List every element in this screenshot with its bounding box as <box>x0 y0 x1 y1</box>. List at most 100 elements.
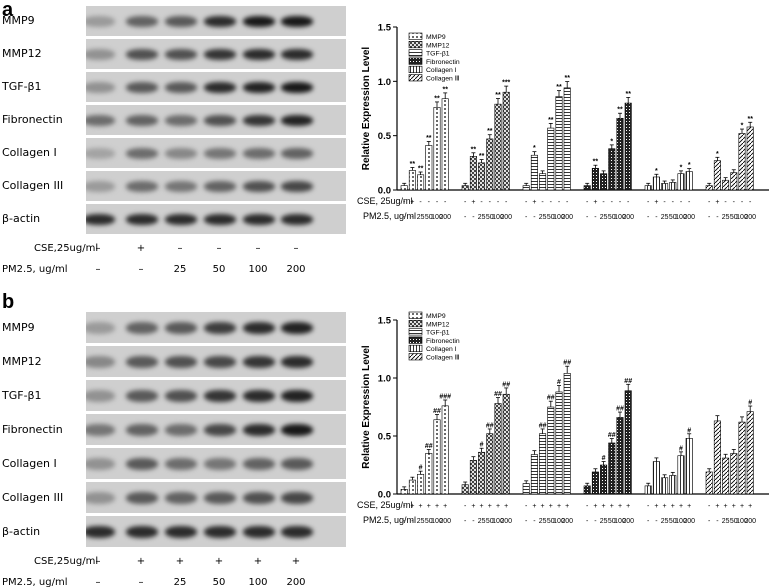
significance-mark: ## <box>425 443 433 450</box>
bar <box>730 453 738 495</box>
blot-band <box>126 355 158 368</box>
chart-condition-value: - <box>741 199 744 206</box>
blot-band <box>126 525 158 538</box>
bar <box>600 464 608 495</box>
chart-condition-value: 200 <box>744 214 756 221</box>
significance-mark: ** <box>471 146 477 153</box>
significance-mark: # <box>602 455 606 462</box>
blot-band <box>204 491 236 504</box>
chart-condition-value: - <box>647 214 650 221</box>
blot-band <box>204 114 236 126</box>
chart-condition-value: - <box>586 503 589 510</box>
significance-mark: ** <box>556 84 562 91</box>
bar <box>441 98 449 191</box>
blot-condition-value: – <box>138 264 144 275</box>
bar <box>486 433 494 495</box>
chart-condition-value: + <box>593 503 597 510</box>
significance-mark: *** <box>502 80 510 87</box>
chart-condition-value: - <box>733 199 736 206</box>
chart-condition-value: 25 <box>722 214 730 221</box>
bar <box>555 391 563 495</box>
chart-condition-value: + <box>671 503 675 510</box>
blot-band <box>165 180 197 192</box>
blot-band <box>204 355 236 368</box>
chart-condition-value: + <box>732 503 736 510</box>
significance-mark: ** <box>495 92 501 99</box>
significance-mark: # <box>480 442 484 449</box>
chart-condition-value: 25 <box>722 518 730 525</box>
panel-letter-b: b <box>2 291 15 313</box>
blot-band <box>126 491 158 504</box>
chart-condition-value: 200 <box>439 214 451 221</box>
western-blot-a: MMP9 MMP12 TGF-β1 Fibronectin Collagen I Coll… <box>0 0 360 280</box>
blot-condition-value: + <box>136 243 146 254</box>
chart-condition-value: 25 <box>478 518 486 525</box>
blot-band <box>86 48 115 60</box>
chart-condition-value: - <box>627 199 630 206</box>
bar <box>555 96 563 191</box>
chart-condition-value: 200 <box>622 214 634 221</box>
chart-condition-value: + <box>504 503 508 510</box>
blot-band <box>165 423 197 436</box>
blot-label-fibronectin: Fibronectin <box>2 113 63 126</box>
legend-entry: Collagen Ⅲ <box>426 76 460 83</box>
blot-band <box>86 114 115 126</box>
blot-condition-value: 50 <box>212 264 226 275</box>
blot-band <box>165 491 197 504</box>
blot-condition-value: – <box>95 264 101 275</box>
bar <box>502 91 510 191</box>
chart-condition-value: 100 <box>553 214 565 221</box>
chart-condition-value: - <box>411 518 414 525</box>
significance-mark: # <box>748 400 752 407</box>
y-axis-label: Relative Expression Level <box>361 47 372 171</box>
blot-strip-fibronectin <box>86 414 346 445</box>
blot-condition-value: 25 <box>173 264 187 275</box>
bar <box>502 393 510 495</box>
blot-band <box>204 15 236 27</box>
blot-condition-value: – <box>216 243 222 254</box>
chart-condition-value: - <box>708 214 711 221</box>
chart-condition-value: 200 <box>622 518 634 525</box>
legend-entry: TGF-β1 <box>426 51 450 58</box>
significance-mark: * <box>610 138 613 145</box>
blot-label-actin: β-actin <box>2 212 41 225</box>
bar <box>530 454 538 495</box>
chart-condition-value: 25 <box>539 518 547 525</box>
chart-condition-value: + <box>435 503 439 510</box>
chart-condition-value: + <box>654 503 658 510</box>
chart-condition-value: - <box>672 199 675 206</box>
chart-condition-value: 100 <box>553 518 565 525</box>
bar <box>563 373 571 495</box>
significance-mark: * <box>680 164 683 171</box>
chart-condition-value: - <box>472 214 475 221</box>
legend-entry: MMP9 <box>426 313 446 320</box>
bar <box>469 460 477 495</box>
significance-mark: ** <box>479 153 485 160</box>
significance-mark: ## <box>539 422 547 429</box>
chart-condition-value: 100 <box>614 214 626 221</box>
significance-mark: * <box>655 168 658 175</box>
chart-condition-value: - <box>533 214 536 221</box>
y-tick-label: 1.0 <box>378 374 391 385</box>
blot-band <box>86 389 115 402</box>
chart-condition-value: - <box>525 503 528 510</box>
blot-label-mmp9: MMP9 <box>2 320 35 334</box>
blot-band <box>86 147 115 159</box>
legend-entry: Fibronectin <box>426 59 460 66</box>
chart-condition-value: 50 <box>730 518 738 525</box>
blot-condition-label: CSE,25ug/ml <box>34 243 99 254</box>
bar <box>652 176 660 191</box>
blot-band <box>281 180 313 192</box>
blot-strip-tgf-1 <box>86 380 346 411</box>
chart-condition-value: + <box>724 503 728 510</box>
bar <box>600 173 608 191</box>
chart-condition-value: + <box>496 503 500 510</box>
chart-condition-value: 200 <box>500 214 512 221</box>
chart-condition-value: - <box>566 199 569 206</box>
chart-condition-value: - <box>428 199 431 206</box>
legend-swatch <box>408 32 423 40</box>
blot-condition-value: 200 <box>286 577 306 588</box>
significance-mark: ## <box>494 391 502 398</box>
blot-band <box>126 389 158 402</box>
bar <box>677 173 685 191</box>
